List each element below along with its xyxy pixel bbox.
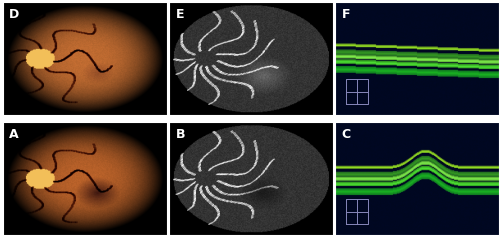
Text: E: E (176, 8, 184, 21)
Text: F: F (342, 8, 350, 21)
Text: D: D (9, 8, 20, 21)
Text: C: C (342, 128, 350, 141)
Text: A: A (9, 128, 18, 141)
Text: B: B (176, 128, 185, 141)
